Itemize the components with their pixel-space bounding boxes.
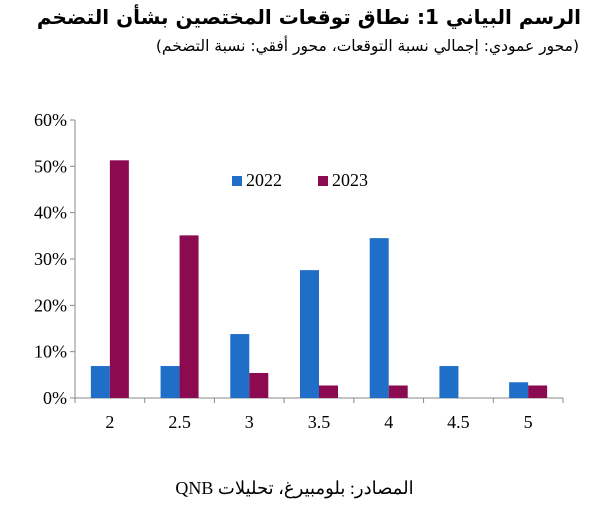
y-tick-label: 30% bbox=[34, 249, 67, 269]
chart-title: الرسم البياني 1: نطاق توقعات المختصين بش… bbox=[36, 5, 581, 29]
bar-2023-2.5 bbox=[179, 235, 199, 398]
legend-label-2023: 2023 bbox=[332, 170, 368, 190]
x-tick-label: 4.5 bbox=[447, 412, 470, 432]
bar-2022-4.5 bbox=[439, 366, 459, 398]
bar-2023-3 bbox=[249, 372, 269, 398]
y-tick-label: 40% bbox=[34, 203, 67, 223]
bar-2022-3 bbox=[230, 334, 250, 398]
bar-2022-3.5 bbox=[300, 270, 319, 398]
y-tick-label: 20% bbox=[34, 295, 67, 315]
y-tick-label: 10% bbox=[34, 342, 67, 362]
bar-2022-4 bbox=[369, 238, 389, 398]
chart-axes: 0% 10% 20% 30% 40% 50% 60% 2 2.5 3 3.5 4 4.5 5 bbox=[34, 110, 564, 432]
bar-2022-2.5 bbox=[160, 366, 180, 398]
chart-subtitle: (محور عمودي: إجمالي نسبة التوقعات، محور … bbox=[155, 37, 579, 55]
x-tick-label: 3.5 bbox=[308, 412, 331, 432]
x-tick-label: 2 bbox=[105, 412, 114, 432]
chart-bars bbox=[90, 160, 548, 398]
bar-2022-2 bbox=[90, 366, 110, 398]
bar-2023-3.5 bbox=[319, 385, 338, 398]
legend-swatch-2023 bbox=[318, 176, 328, 186]
x-tick-label: 4 bbox=[384, 412, 393, 432]
x-tick-label: 3 bbox=[245, 412, 254, 432]
legend-label-2022: 2022 bbox=[246, 170, 282, 190]
bar-2023-2 bbox=[109, 160, 129, 398]
x-tick-label: 2.5 bbox=[168, 412, 191, 432]
bar-2023-4 bbox=[388, 385, 408, 398]
bar-2023-5 bbox=[528, 385, 548, 398]
source-note: المصادر: بلومبيرغ، تحليلات QNB bbox=[175, 478, 414, 498]
x-tick-label: 5 bbox=[524, 412, 533, 432]
y-tick-label: 0% bbox=[43, 388, 67, 408]
legend-swatch-2022 bbox=[232, 176, 242, 186]
y-tick-label: 60% bbox=[34, 110, 67, 130]
chart-legend: 2022 2023 bbox=[232, 170, 368, 190]
y-tick-label: 50% bbox=[34, 156, 67, 176]
bar-2022-5 bbox=[509, 382, 529, 398]
